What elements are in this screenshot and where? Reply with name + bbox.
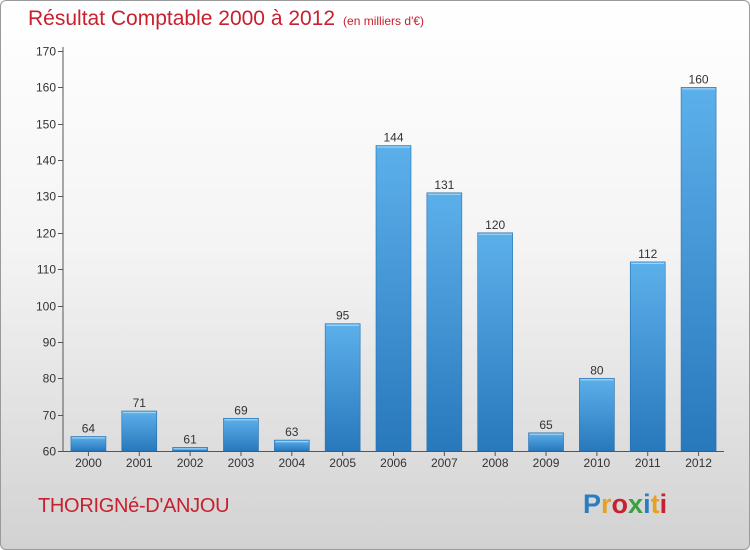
logo-letter: x (628, 489, 644, 519)
x-tick-label: 2007 (431, 456, 458, 470)
y-tick-label: 130 (36, 190, 56, 204)
y-tick-label: 80 (43, 372, 57, 386)
x-tick-label: 2003 (228, 456, 255, 470)
logo-letter: P (583, 489, 602, 519)
y-tick-label: 100 (36, 300, 56, 314)
logo-letter: i (643, 489, 651, 519)
x-tick-label: 2000 (75, 456, 102, 470)
value-label: 95 (336, 309, 350, 323)
x-tick-label: 2006 (380, 456, 407, 470)
logo-letter: t (650, 489, 660, 519)
x-tick-label: 2001 (126, 456, 153, 470)
y-tick-label: 170 (36, 45, 56, 59)
value-label: 65 (539, 418, 553, 432)
city-name: THORIGNé-D'ANJOU (38, 495, 230, 517)
chart-title-text: Résultat Comptable 2000 à 2012 (28, 7, 336, 30)
chart-title: Résultat Comptable 2000 à 2012 (en millie… (28, 7, 424, 31)
x-tick-label: 2002 (177, 456, 204, 470)
x-tick-label: 2011 (635, 456, 661, 470)
value-label: 112 (638, 247, 657, 261)
value-label: 120 (485, 218, 505, 232)
bar-2003 (223, 417, 259, 452)
value-label: 80 (590, 363, 604, 377)
value-label: 144 (383, 131, 403, 145)
x-tick-label: 2012 (685, 456, 712, 470)
chart-unit: (en milliers d'€) (343, 14, 425, 28)
bar-2001 (121, 410, 158, 452)
bar-2009 (528, 432, 564, 452)
bar-2004 (274, 439, 310, 452)
y-tick-label: 120 (36, 227, 56, 241)
x-tick-label: 2009 (533, 456, 560, 470)
x-tick-label: 2008 (482, 456, 509, 470)
bar-2000 (70, 436, 107, 452)
y-tick-label: 110 (37, 263, 56, 277)
value-label: 69 (234, 403, 248, 417)
x-tick-label: 2005 (329, 456, 356, 470)
bar-2007 (426, 192, 463, 452)
proxiti-logo[interactable]: Proxiti (583, 489, 667, 520)
y-tick-label: 90 (43, 336, 57, 350)
value-label: 71 (133, 396, 147, 410)
logo-letter: i (659, 489, 668, 519)
logo-letter: o (611, 489, 629, 519)
y-tick-label: 140 (36, 154, 56, 168)
value-label: 63 (285, 425, 299, 439)
x-tick-label: 2010 (584, 456, 611, 470)
y-tick-label: 150 (36, 118, 56, 132)
y-tick-label: 160 (36, 81, 56, 95)
logo-letter: r (601, 489, 612, 519)
bar-2008 (477, 232, 513, 452)
bar-2010 (579, 377, 615, 452)
x-tick-label: 2004 (278, 456, 305, 470)
value-label: 64 (82, 421, 96, 435)
bar-2012 (680, 87, 717, 452)
value-label: 131 (434, 178, 454, 192)
bar-2006 (375, 145, 412, 452)
y-tick-label: 60 (43, 445, 57, 459)
value-label: 61 (183, 432, 197, 446)
value-label: 160 (689, 72, 709, 86)
bar-2005 (324, 323, 361, 452)
y-tick-label: 70 (43, 409, 57, 423)
bar-2011 (629, 261, 666, 452)
